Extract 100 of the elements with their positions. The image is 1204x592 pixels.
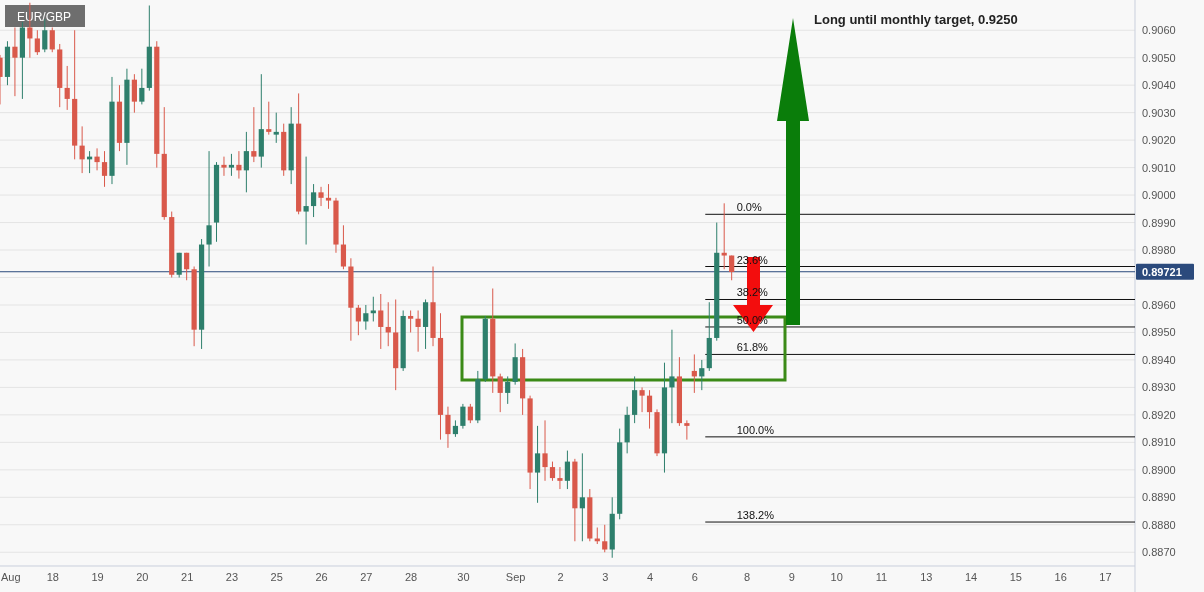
x-tick-label: 16 <box>1054 570 1067 583</box>
candlestick <box>228 153 235 177</box>
candlestick <box>184 252 190 281</box>
candlestick <box>34 29 40 56</box>
text: EUR/GBP <box>17 10 72 24</box>
annotation: Long until monthly target, 0.9250 <box>814 12 1018 27</box>
candlestick <box>602 524 608 553</box>
x-tick-label: 19 <box>91 570 104 583</box>
candlestick <box>363 304 369 331</box>
x-tick-label: 13 <box>920 570 933 583</box>
x-tick-label: 23 <box>225 570 239 583</box>
candlestick <box>303 156 309 246</box>
candlestick <box>370 296 376 322</box>
x-tick-label: Sep <box>505 570 526 583</box>
x-tick-label: 26 <box>315 570 328 583</box>
y-tick-label: 0.9040 <box>1142 79 1176 92</box>
y-tick-label: 0.9050 <box>1142 51 1176 64</box>
y-tick-label: 0.8920 <box>1142 408 1176 421</box>
y-tick-label: 0.9030 <box>1142 106 1176 119</box>
candlestick <box>266 101 272 136</box>
candlestick <box>221 156 227 177</box>
ref-line-label: 0.89721 <box>1142 265 1182 278</box>
candlestick <box>49 26 55 53</box>
y-tick-label: 0.8940 <box>1142 353 1176 366</box>
y-tick-label: 0.8900 <box>1142 463 1176 476</box>
candlestick <box>467 403 473 424</box>
candlestick <box>79 125 85 174</box>
candlestick <box>408 309 414 333</box>
x-tick-label: 28 <box>405 570 418 583</box>
x-tick-label: 10 <box>830 570 843 583</box>
candlestick <box>139 68 145 105</box>
candlestick <box>721 202 727 270</box>
candlestick <box>542 419 548 482</box>
y-tick-label: 0.8930 <box>1142 381 1176 394</box>
candlestick <box>549 461 556 482</box>
x-tick-label: 20 <box>136 570 149 583</box>
y-tick-label: 0.8980 <box>1142 244 1176 257</box>
x-tick-label: 4 <box>646 570 654 583</box>
x-tick-label: Aug <box>1 570 21 583</box>
candlestick <box>415 309 421 353</box>
x-tick-label: 6 <box>691 570 698 583</box>
candlestick <box>101 150 108 188</box>
candlestick <box>639 386 645 413</box>
x-tick-label: 27 <box>360 570 373 583</box>
x-tick-label: 2 <box>557 570 564 583</box>
x-tick-label: 11 <box>875 570 888 583</box>
y-tick-label: 0.9020 <box>1142 134 1176 147</box>
candlestick <box>684 419 690 441</box>
candlestick <box>579 452 585 542</box>
y-tick-label: 0.8960 <box>1142 299 1176 311</box>
candlestick <box>646 389 653 430</box>
candlestick <box>564 450 571 490</box>
candlestick <box>460 403 466 430</box>
y-tick-label: 0.9000 <box>1142 189 1176 202</box>
y-tick-label: 0.8890 <box>1142 491 1176 504</box>
candlestick <box>176 252 182 278</box>
candlestick <box>131 73 137 114</box>
y-tick-label: 0.9060 <box>1142 24 1176 37</box>
x-tick-label: 8 <box>744 570 751 583</box>
candlestick <box>378 293 384 350</box>
annotation: 61.8% <box>736 341 769 354</box>
x-tick-label: 30 <box>457 570 470 583</box>
candlestick <box>273 112 279 144</box>
candlestick <box>497 373 503 413</box>
candlestick <box>557 466 563 490</box>
candlestick <box>64 65 70 111</box>
annotation: 0.0% <box>736 201 762 214</box>
y-tick-label: 0.8910 <box>1142 436 1176 449</box>
candlestick <box>699 359 705 391</box>
candlestick <box>206 150 212 268</box>
candlestick <box>534 425 541 504</box>
candlestick <box>243 131 249 193</box>
x-tick-label: 18 <box>46 570 59 583</box>
x-tick-label: 3 <box>602 570 609 583</box>
annotation: 100.0% <box>736 423 775 436</box>
candlestick <box>12 26 18 97</box>
y-tick-label: 0.8950 <box>1142 326 1176 339</box>
candlestick <box>340 224 347 270</box>
x-tick-label: 9 <box>788 570 795 583</box>
y-tick-label: 0.8870 <box>1142 546 1176 559</box>
x-tick-label: 15 <box>1009 570 1022 583</box>
candlestick <box>310 183 317 218</box>
candlestick <box>251 106 257 163</box>
candlestick <box>445 406 451 449</box>
x-tick-label: 14 <box>964 570 978 583</box>
candlestick <box>729 255 735 281</box>
y-tick-label: 0.8990 <box>1142 216 1176 229</box>
y-tick-label: 0.9010 <box>1142 161 1176 174</box>
candlestick <box>318 186 324 207</box>
y-tick-label: 0.8880 <box>1142 518 1176 531</box>
candlestick <box>236 150 242 180</box>
candlestick <box>94 147 100 171</box>
annotation: 138.2% <box>736 509 775 522</box>
x-tick-label: 17 <box>1099 570 1112 583</box>
x-tick-label: 21 <box>181 570 194 583</box>
candlestick <box>355 304 361 336</box>
candlestick <box>669 329 675 424</box>
candlestick <box>505 375 511 405</box>
x-tick-label: 25 <box>270 570 283 583</box>
candlestick <box>325 183 332 210</box>
